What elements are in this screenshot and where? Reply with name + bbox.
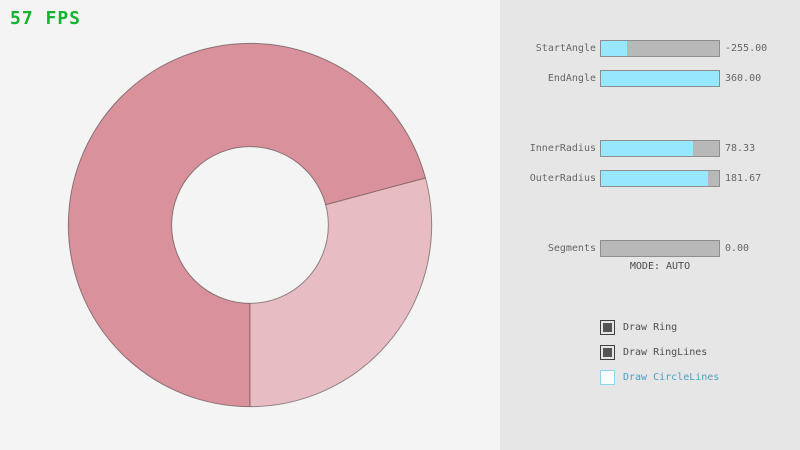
ring-radial-line (325, 177, 426, 206)
checkbox-draw-circlelines[interactable]: Draw CircleLines (600, 370, 719, 385)
draw-ringlines-label: Draw RingLines (623, 347, 708, 358)
innerradius-value: 78.33 (725, 143, 756, 154)
checkbox-draw-ring[interactable]: Draw Ring (600, 320, 677, 335)
slider-row-segments: Segments 0.00 (500, 240, 800, 257)
innerradius-slider[interactable] (600, 140, 720, 157)
draw-ringlines-checkbox[interactable] (600, 345, 615, 360)
draw-circlelines-label: Draw CircleLines (623, 372, 720, 383)
segments-mode-label: MODE: AUTO (629, 261, 691, 272)
outerradius-label: OuterRadius (529, 173, 596, 184)
endangle-label: EndAngle (547, 73, 596, 84)
ring-chart (67, 42, 433, 408)
draw-circlelines-checkbox[interactable] (600, 370, 615, 385)
ring-sector (68, 43, 426, 407)
outerradius-slider[interactable] (600, 170, 720, 187)
innerradius-label: InnerRadius (529, 143, 596, 154)
slider-row-endangle: EndAngle 360.00 (500, 70, 800, 87)
startangle-label: StartAngle (535, 43, 596, 54)
ring-outline (67, 42, 433, 408)
slider-fill (601, 41, 627, 56)
segments-slider[interactable] (600, 240, 720, 257)
startangle-value: -255.00 (725, 43, 768, 54)
ring-outline (171, 146, 329, 304)
slider-fill (601, 141, 694, 156)
fps-counter: 57 FPS (10, 8, 82, 29)
draw-ring-label: Draw Ring (623, 322, 678, 333)
segments-label: Segments (547, 243, 596, 254)
startangle-slider[interactable] (600, 40, 720, 57)
slider-row-startangle: StartAngle -255.00 (500, 40, 800, 57)
outerradius-value: 181.67 (725, 173, 762, 184)
slider-row-innerradius: InnerRadius 78.33 (500, 140, 800, 157)
segments-value: 0.00 (725, 243, 750, 254)
slider-row-outerradius: OuterRadius 181.67 (500, 170, 800, 187)
controls-panel: StartAngle -255.00 EndAngle 360.00 Inner… (500, 0, 800, 450)
endangle-value: 360.00 (725, 73, 762, 84)
checkbox-draw-ringlines[interactable]: Draw RingLines (600, 345, 707, 360)
draw-ring-checkbox[interactable] (600, 320, 615, 335)
slider-fill (601, 71, 719, 86)
ring-sector (250, 177, 432, 407)
endangle-slider[interactable] (600, 70, 720, 87)
slider-fill (601, 171, 709, 186)
